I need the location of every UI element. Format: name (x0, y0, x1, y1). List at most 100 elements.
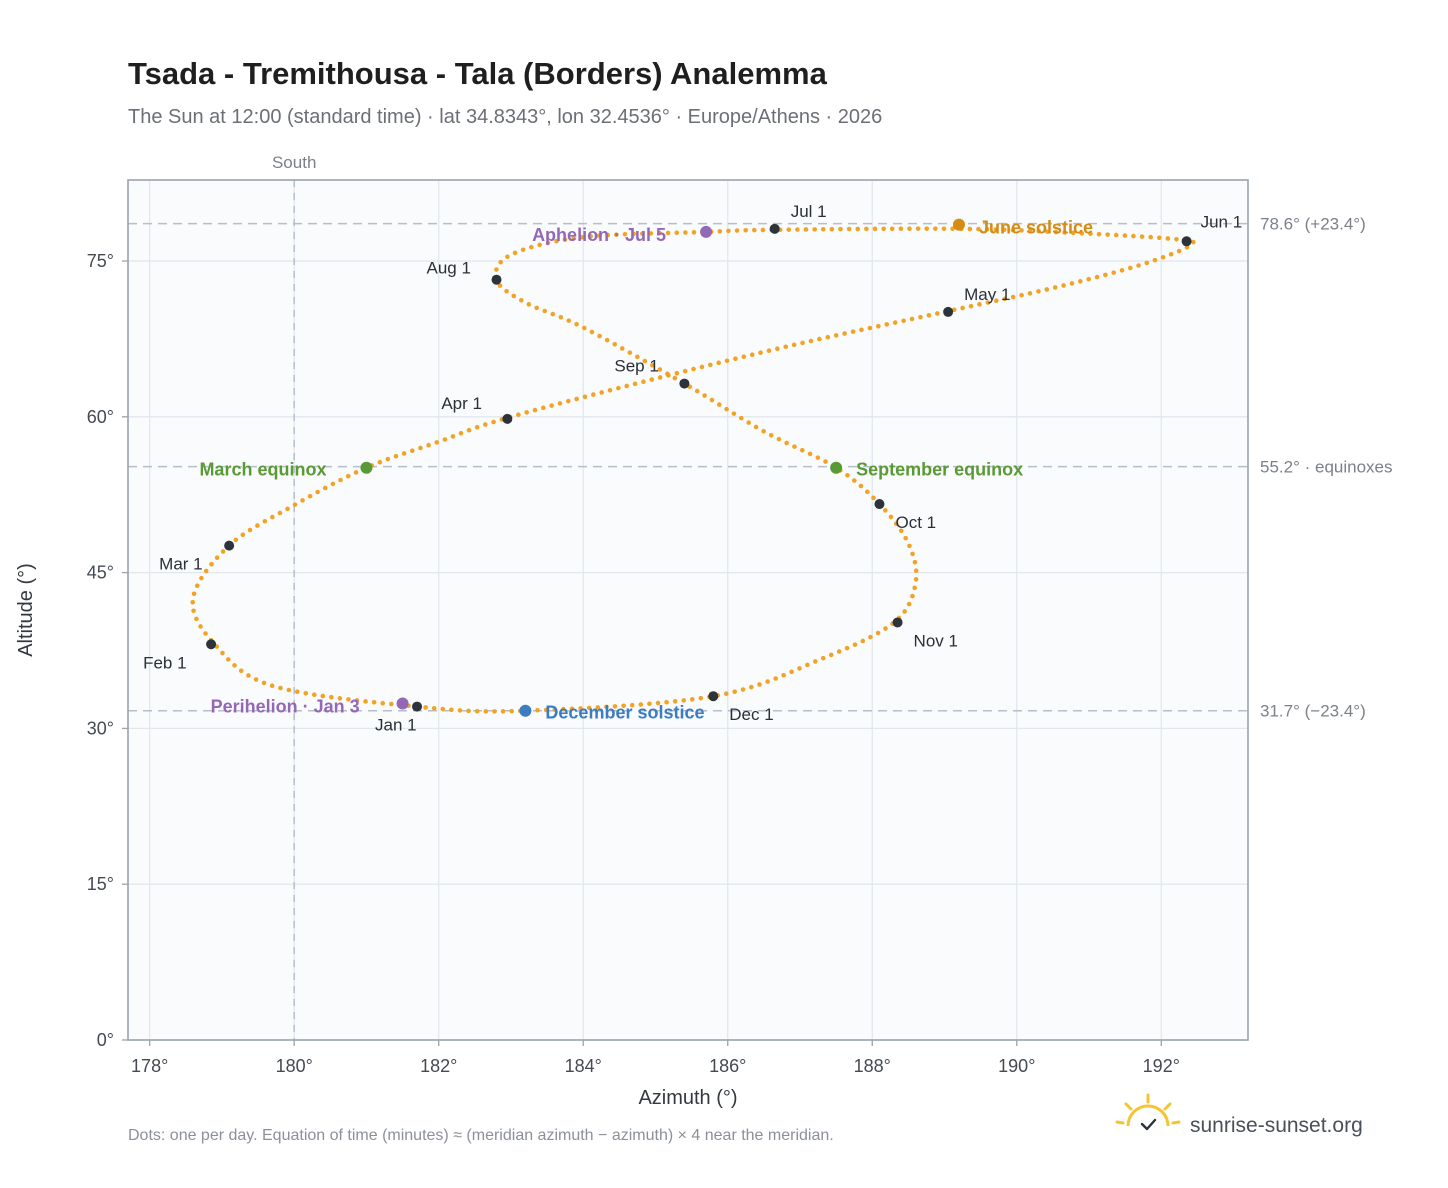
daily-dot (867, 325, 873, 331)
daily-dot (994, 298, 999, 304)
date-markers: Jan 1 Feb 1 Mar 1 Apr 1 May 1 Jun 1 Jul 1 Aug 1… (143, 202, 1242, 735)
sun-check-icon (1115, 1093, 1181, 1131)
daily-dot (285, 506, 290, 512)
event-label: March equinox (199, 460, 326, 480)
daily-dot (708, 362, 713, 368)
daily-dot (808, 338, 814, 344)
month-marker-label: Feb 1 (143, 653, 186, 672)
y-tick-label: 75° (87, 251, 114, 271)
daily-dot (597, 333, 602, 339)
daily-dot (315, 489, 320, 495)
daily-dot (569, 706, 575, 712)
daily-dot (612, 341, 618, 347)
daily-dot (820, 226, 826, 232)
daily-dot (766, 348, 772, 354)
daily-dot (516, 412, 521, 418)
daily-dot (741, 354, 747, 360)
daily-dot (442, 437, 448, 442)
x-tick-label: 190° (998, 1056, 1035, 1076)
daily-dot (817, 336, 822, 342)
daily-dot (1094, 274, 1100, 280)
daily-dot (984, 226, 990, 232)
daily-dot (203, 631, 208, 636)
daily-dot (641, 379, 646, 384)
daily-dot (526, 302, 532, 307)
daily-dot (225, 657, 231, 662)
daily-dot (269, 683, 275, 689)
daily-dot (474, 708, 480, 714)
daily-dot (1131, 233, 1136, 239)
daily-dot (591, 392, 596, 397)
daily-dot (1174, 236, 1179, 242)
daily-dot (786, 227, 792, 232)
daily-dot (1070, 230, 1076, 236)
daily-dot (1113, 232, 1119, 238)
daily-dot (850, 329, 856, 334)
month-marker-label: Jul 1 (791, 202, 827, 221)
reference-line-label: 78.6° (+23.4°) (1260, 215, 1366, 234)
daily-dot (823, 459, 828, 464)
daily-dot (500, 709, 506, 714)
daily-dot (967, 226, 973, 232)
month-marker-label: Aug 1 (427, 259, 471, 278)
brand-logo[interactable]: sunrise-sunset.org (1115, 1093, 1363, 1137)
daily-dot (300, 498, 305, 503)
daily-dot (194, 616, 199, 622)
daily-dot (876, 323, 881, 329)
month-marker-label: Apr 1 (441, 394, 482, 413)
daily-dot (377, 459, 383, 465)
event-label: December solstice (545, 703, 704, 723)
daily-dot (865, 489, 870, 495)
daily-dot (494, 267, 499, 272)
daily-dot (672, 699, 678, 704)
daily-dot (960, 305, 965, 311)
daily-dot (203, 568, 209, 574)
daily-dot (440, 706, 446, 712)
daily-dot (329, 694, 334, 700)
daily-dot (888, 514, 894, 520)
daily-dot (800, 340, 805, 346)
event-label: Aphelion · Jul 5 (532, 225, 666, 245)
daily-dot (393, 453, 399, 459)
daily-dot (458, 430, 464, 436)
daily-dot (1148, 234, 1153, 240)
daily-dot (726, 228, 731, 234)
daily-dot (768, 432, 774, 438)
event-label: June solstice (979, 218, 1093, 238)
month-marker (892, 617, 903, 628)
daily-dot (845, 473, 850, 478)
daily-dot (566, 398, 571, 404)
daily-dot (209, 561, 214, 567)
daily-dot (220, 650, 225, 656)
daily-dot (910, 551, 915, 557)
gridlines (128, 180, 1248, 1041)
x-tick-label: 178° (131, 1056, 168, 1076)
daily-dot (1160, 255, 1166, 260)
daily-dot (858, 483, 864, 489)
daily-dot (232, 663, 237, 668)
daily-dot (418, 445, 423, 451)
daily-dot (1062, 230, 1067, 235)
daily-dot (950, 226, 955, 232)
daily-dot (815, 455, 821, 460)
daily-dot (724, 406, 729, 412)
daily-dot (807, 451, 813, 457)
daily-dot (1139, 234, 1145, 239)
daily-dot (380, 700, 386, 706)
daily-dot (483, 709, 489, 714)
daily-dot (1010, 294, 1016, 300)
daily-dot (1168, 251, 1174, 257)
x-tick-label: 188° (854, 1056, 891, 1076)
daily-dot (664, 699, 669, 705)
x-tick-label: 182° (420, 1056, 457, 1076)
daily-dot (214, 555, 220, 561)
daily-dot (761, 428, 766, 434)
month-marker (412, 701, 423, 712)
daily-dot (561, 706, 566, 712)
daily-dot (589, 329, 595, 335)
daily-dot (549, 403, 554, 408)
daily-dot (552, 707, 558, 712)
daily-dot (639, 231, 645, 236)
daily-dot (910, 593, 915, 599)
daily-dot (638, 702, 644, 707)
